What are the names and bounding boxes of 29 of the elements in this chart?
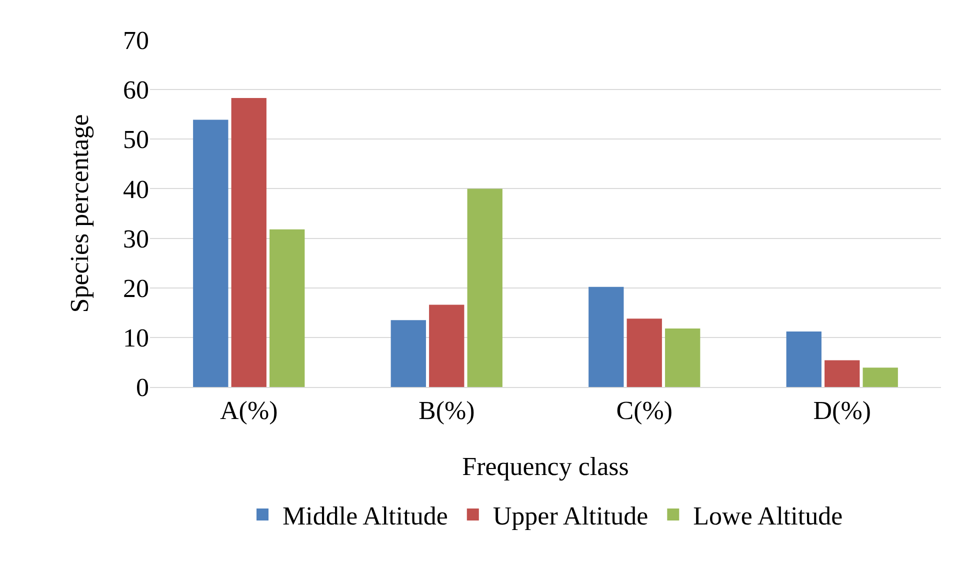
y-axis-title: Species percentage bbox=[65, 114, 94, 313]
legend-label: Lowe Altitude bbox=[693, 502, 843, 531]
bar bbox=[626, 318, 662, 387]
y-tick-label: 60 bbox=[123, 76, 149, 105]
x-tick-label: C(%) bbox=[616, 396, 673, 426]
y-tick-label: 0 bbox=[136, 373, 149, 402]
bar bbox=[231, 98, 266, 387]
bar bbox=[270, 229, 305, 387]
y-tick-label: 50 bbox=[123, 125, 149, 154]
x-tick-label: D(%) bbox=[813, 396, 872, 426]
bar bbox=[390, 320, 426, 387]
y-tick-label: 40 bbox=[123, 174, 149, 204]
x-tick-label: A(%) bbox=[220, 396, 278, 426]
y-tick-label: 20 bbox=[123, 274, 149, 303]
bar bbox=[193, 120, 228, 387]
y-tick-label: 30 bbox=[123, 224, 149, 254]
y-tick-label: 10 bbox=[123, 324, 149, 353]
bar bbox=[665, 328, 700, 387]
bar bbox=[824, 360, 860, 387]
bar bbox=[429, 304, 464, 387]
bar bbox=[588, 286, 624, 387]
legend-label: Middle Altitude bbox=[282, 502, 448, 531]
x-axis-title: Frequency class bbox=[462, 452, 629, 481]
x-tick-label: B(%) bbox=[418, 396, 475, 426]
legend-label: Upper Altitude bbox=[492, 502, 648, 531]
bar bbox=[862, 368, 898, 387]
y-tick-label: 70 bbox=[123, 26, 149, 56]
bar bbox=[467, 188, 502, 387]
bar bbox=[786, 331, 822, 387]
